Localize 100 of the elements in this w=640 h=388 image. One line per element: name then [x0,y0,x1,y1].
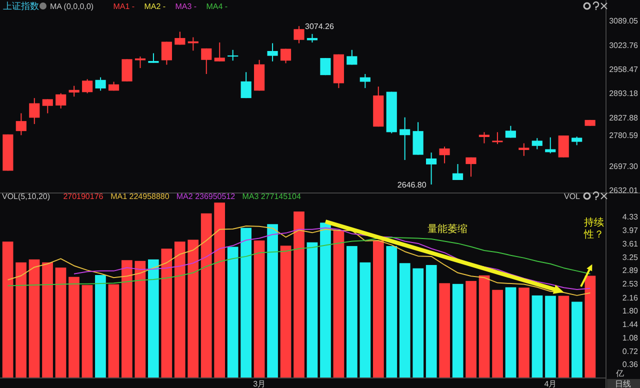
candlestick [426,152,437,186]
y-tick-label: 2.16 [622,293,639,302]
bar [294,212,304,378]
y-tick-label: 3023.76 [609,40,639,50]
candlestick [532,138,542,150]
candlestick [134,56,146,69]
bar [108,284,120,378]
bar [95,275,106,378]
annotation: 持续性？ [583,216,604,240]
candlestick [439,146,450,164]
y-tick-label: 3.61 [622,239,639,248]
y-tick-label: 0.72 [622,346,639,356]
candlestick [161,41,172,66]
candlestick [518,142,530,156]
candlestick [42,98,53,114]
candlestick [466,156,476,178]
annotation: 2646.80 [397,180,427,190]
y-tick-label: 3.25 [622,252,639,262]
candlestick [16,112,26,136]
bar [399,263,410,378]
bar [148,259,159,378]
bar [28,259,40,378]
y-tick-label: 2958.47 [609,64,639,74]
x-tick-label: 4月 [544,380,557,388]
y-tick-label: 2632.01 [609,186,639,195]
chart-title: VOL(5,10,20) [2,192,50,201]
bar [333,230,344,378]
y-tick-label: 2.89 [622,266,639,276]
bar [346,246,358,378]
bar [254,240,265,378]
candlestick [558,135,569,158]
bar [412,268,424,378]
bar [532,295,543,378]
x-tick-label: 3月 [253,380,266,388]
candlestick [400,116,410,160]
annotation: 3074.26 [305,22,334,32]
candlestick [294,26,304,44]
candlestick [29,98,40,125]
bar [492,290,503,378]
y-tick-label: 1.08 [622,333,639,342]
text: 270190176 [63,192,104,201]
y-tick-label: 2780.59 [609,130,639,140]
y-tick-label: 4.33 [622,212,639,222]
bar [55,268,66,378]
y-tick-label: 1.44 [622,320,639,330]
y-tick-label: 2697.30 [609,162,639,171]
y-tick-label: 0.36 [622,360,639,370]
bar [426,264,437,378]
text: MA2 236950512 [176,192,236,201]
bar [2,242,14,378]
bar [545,296,556,378]
bar [42,262,53,378]
bar [518,288,530,378]
bar [267,224,278,378]
bar [161,248,172,378]
line-series [7,237,591,286]
candlestick [360,73,370,89]
candlestick [267,42,278,62]
annotation: MA (0,0,0,0) [50,2,94,11]
bar [68,276,80,378]
bar [584,276,596,378]
candlestick [452,164,464,180]
text: MA3 277145104 [242,192,302,201]
bar [572,302,582,378]
bar [227,246,238,378]
candlestick [201,48,212,74]
y-tick-label: 2827.88 [609,113,639,122]
candlestick [492,132,503,145]
candlestick [82,78,93,94]
bar [558,296,570,378]
candlestick [95,76,106,92]
candlestick [545,136,556,154]
y-tick-label: 3089.05 [609,16,639,26]
candlestick [68,85,80,98]
candlestick [346,49,358,66]
bar [280,246,292,378]
bar [134,260,146,378]
bar [386,246,398,378]
annotation: MA3 - [175,2,197,11]
y-axis-title: 亿 [615,369,624,378]
y-tick-label: 2.53 [622,280,639,289]
candlestick [148,52,159,64]
candlestick [174,31,186,46]
annotation: 量能萎缩 [427,222,468,235]
annotation: MA4 - [206,2,228,11]
bar [214,202,226,378]
candlestick [56,92,66,109]
text: 日线 [615,380,631,388]
bar [372,240,384,378]
annotation: VOL [564,192,581,201]
chart-title: 上证指数 [3,1,39,11]
y-tick-label: 3.97 [622,226,639,236]
bar [505,287,516,378]
annotation: MA2 - [144,2,166,11]
bar [360,262,371,378]
bar [439,283,450,378]
bar [306,242,318,378]
bar [82,285,93,378]
candlestick [214,42,225,62]
bar [174,242,186,378]
